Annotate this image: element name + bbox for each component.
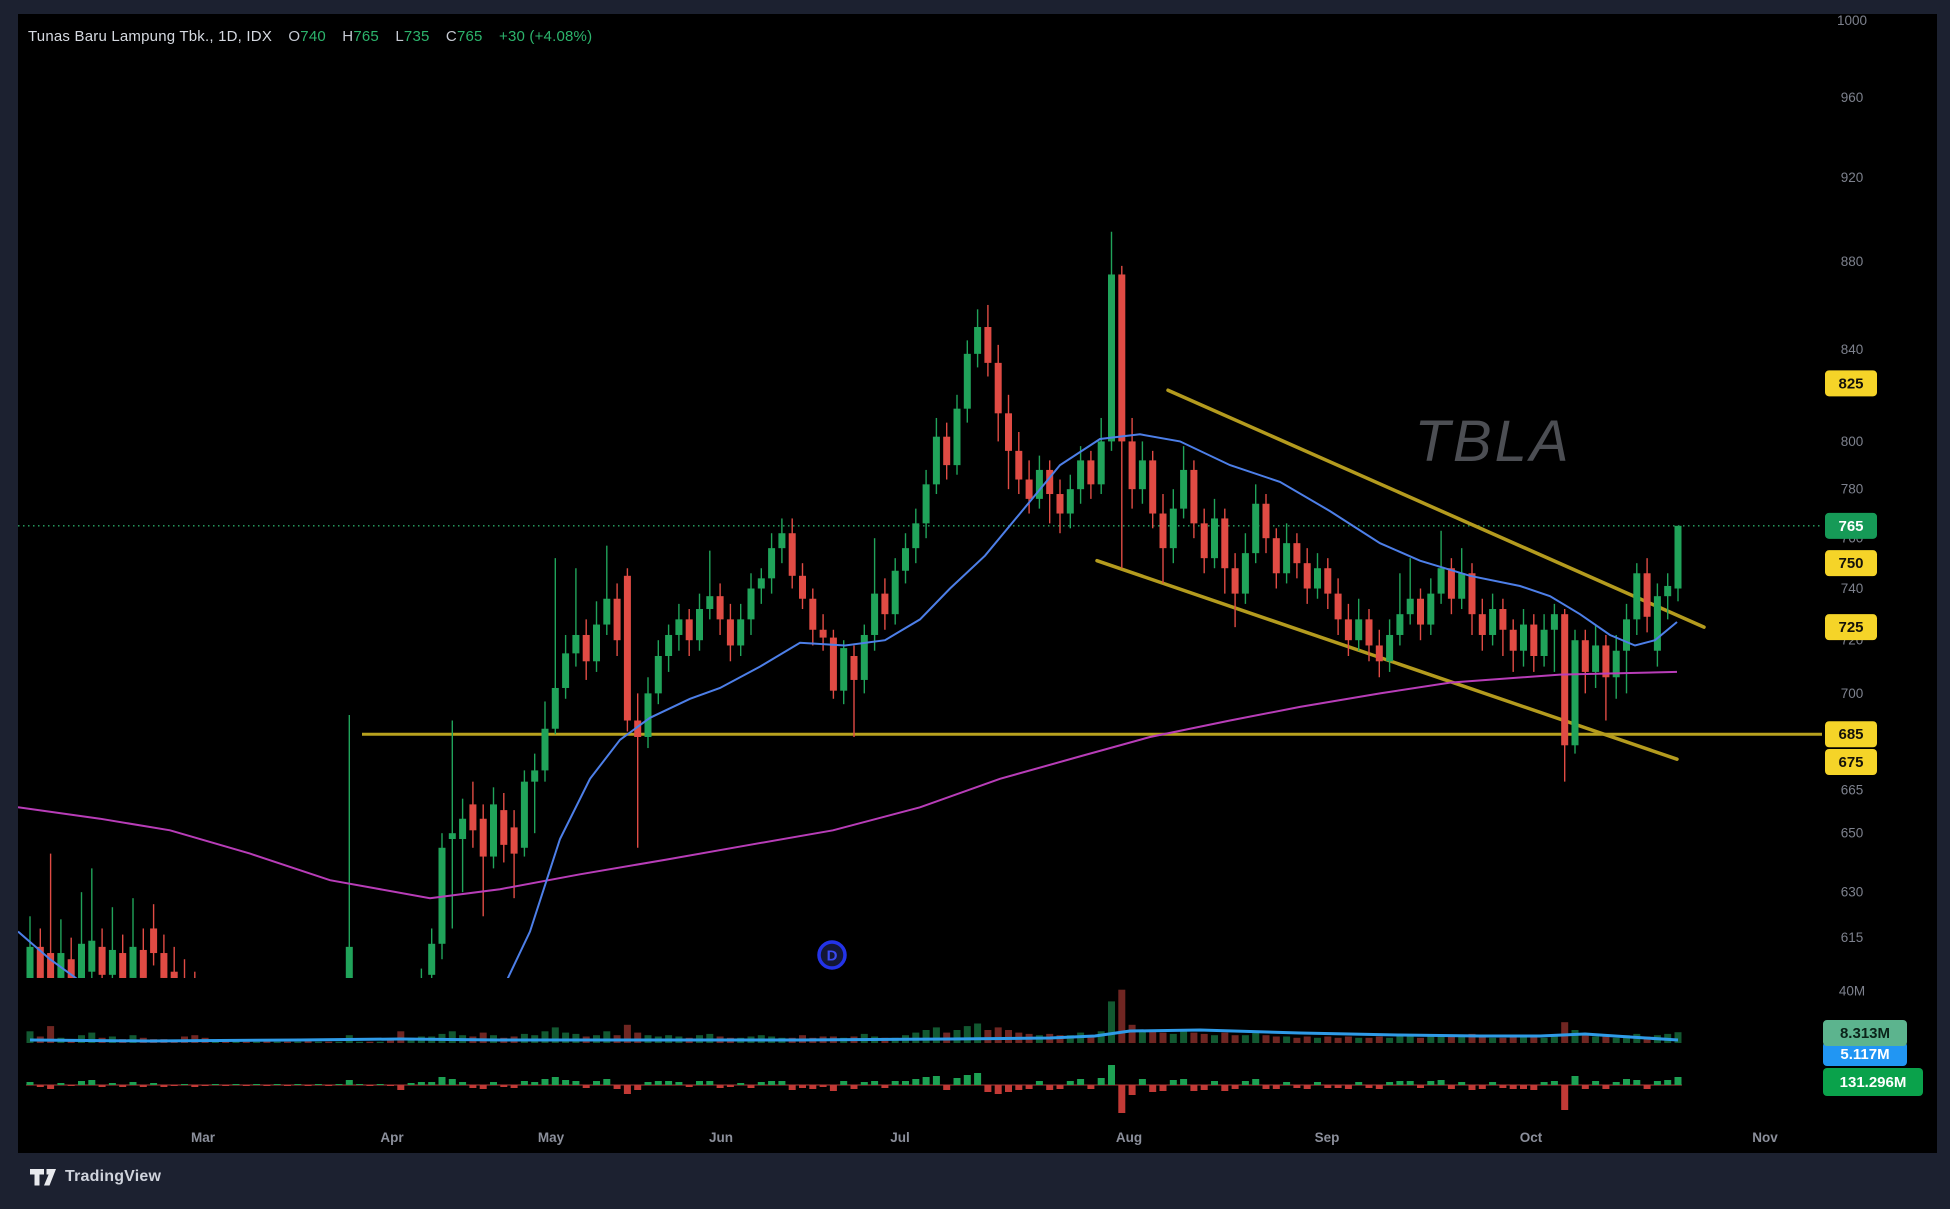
svg-text:700: 700 <box>1841 686 1864 701</box>
svg-text:685: 685 <box>1838 726 1863 743</box>
volume-value-badge <box>1823 1020 1907 1046</box>
price-pane[interactable] <box>18 231 1822 1039</box>
high-label: H <box>342 28 354 45</box>
tradingview-logo-icon <box>30 1168 56 1185</box>
svg-text:8.313M: 8.313M <box>1840 1025 1890 1042</box>
symbol-watermark: TBLA <box>1414 409 1572 474</box>
svg-text:Jul: Jul <box>890 1130 910 1145</box>
svg-text:Mar: Mar <box>191 1130 216 1145</box>
svg-text:Aug: Aug <box>1116 1130 1142 1145</box>
svg-text:960: 960 <box>1841 90 1864 105</box>
ma-fast-line[interactable] <box>18 433 1678 1029</box>
candles <box>26 231 1682 978</box>
price-axis[interactable]: 1000960920880840800780760740720700665650… <box>1823 13 1923 1096</box>
tradingview-attribution[interactable]: TradingView <box>30 1168 161 1186</box>
svg-text:800: 800 <box>1841 434 1864 449</box>
svg-text:1000: 1000 <box>1837 13 1867 28</box>
svg-text:D: D <box>827 948 838 965</box>
close-value: 765 <box>456 28 483 45</box>
volume-pane <box>26 989 1682 1043</box>
dividend-circle-icon[interactable] <box>817 940 847 970</box>
svg-text:Apr: Apr <box>380 1130 404 1145</box>
svg-text:131.296M: 131.296M <box>1840 1074 1907 1091</box>
svg-text:780: 780 <box>1841 482 1864 497</box>
current-price-badge <box>1825 512 1877 539</box>
channel-trendline-upper[interactable] <box>1166 388 1706 629</box>
price-level-badge-825 <box>1825 370 1877 397</box>
price-level-badge-685 <box>1825 721 1877 748</box>
open-value: 740 <box>300 28 326 45</box>
svg-text:675: 675 <box>1838 754 1863 771</box>
volume-delta-pane <box>26 1065 1682 1113</box>
svg-text:650: 650 <box>1841 826 1864 841</box>
svg-text:May: May <box>538 1130 565 1145</box>
time-axis[interactable]: Mar Apr May Jun Jul Aug Sep Oct Nov <box>191 1130 1778 1145</box>
delta-value-badge <box>1823 1068 1923 1096</box>
svg-text:840: 840 <box>1841 342 1864 357</box>
low-value: 735 <box>403 28 430 45</box>
svg-text:Nov: Nov <box>1752 1130 1778 1145</box>
price-level-badge-725 <box>1825 614 1877 641</box>
svg-text:825: 825 <box>1838 375 1863 392</box>
svg-text:630: 630 <box>1841 885 1864 900</box>
price-level-badge-675 <box>1825 748 1877 775</box>
svg-text:880: 880 <box>1841 254 1864 269</box>
svg-text:665: 665 <box>1841 783 1864 798</box>
svg-text:725: 725 <box>1838 619 1863 636</box>
low-label: L <box>395 28 404 45</box>
svg-text:750: 750 <box>1838 555 1863 572</box>
ma-slow-line[interactable] <box>18 670 1678 900</box>
close-label: C <box>445 28 457 45</box>
svg-text:615: 615 <box>1841 930 1864 945</box>
chart-plot-area[interactable] <box>18 14 1937 1153</box>
svg-text:Oct: Oct <box>1520 1130 1543 1145</box>
chart-legend: Tunas Baru Lampung Tbk., 1D, IDX O740 H7… <box>28 28 592 45</box>
tradingview-brand-text: TradingView <box>65 1168 162 1185</box>
svg-text:Sep: Sep <box>1315 1130 1340 1145</box>
svg-text:740: 740 <box>1841 581 1864 596</box>
volume-ma-line[interactable] <box>29 1028 1679 1043</box>
symbol-title[interactable]: Tunas Baru Lampung Tbk., 1D, IDX <box>28 28 273 45</box>
price-level-badge-750 <box>1825 550 1877 577</box>
high-value: 765 <box>353 28 379 45</box>
svg-text:920: 920 <box>1841 170 1864 185</box>
svg-text:5.117M: 5.117M <box>1840 1046 1889 1063</box>
svg-text:Jun: Jun <box>709 1130 733 1145</box>
change-value: +30 (+4.08%) <box>498 28 593 45</box>
open-label: O <box>288 28 301 45</box>
svg-text:765: 765 <box>1838 518 1863 535</box>
volume-ma-badge <box>1823 1042 1907 1066</box>
dividend-marker[interactable]: D <box>817 940 847 970</box>
svg-text:40M: 40M <box>1839 984 1865 999</box>
